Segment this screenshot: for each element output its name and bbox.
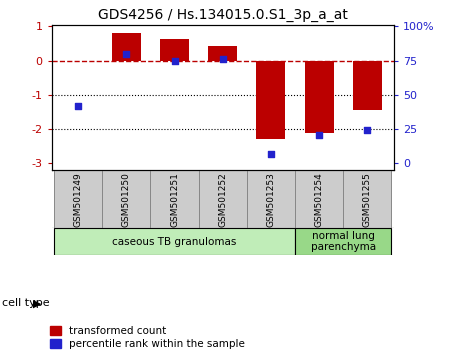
Bar <box>150 170 198 228</box>
Bar <box>305 61 333 133</box>
Text: ▶: ▶ <box>33 298 41 308</box>
Bar <box>160 40 189 61</box>
Point <box>171 58 178 64</box>
Bar <box>295 170 343 228</box>
Bar <box>247 170 295 228</box>
Text: caseous TB granulomas: caseous TB granulomas <box>112 237 237 247</box>
Bar <box>112 33 141 61</box>
Point <box>315 132 323 138</box>
Bar <box>256 61 285 139</box>
Text: GSM501250: GSM501250 <box>122 172 131 227</box>
Bar <box>198 170 247 228</box>
Bar <box>54 228 295 255</box>
Bar <box>353 61 382 110</box>
Point <box>219 56 226 62</box>
Point <box>75 103 82 109</box>
Bar <box>343 170 392 228</box>
Text: GSM501255: GSM501255 <box>363 172 372 227</box>
Text: normal lung
parenchyma: normal lung parenchyma <box>310 231 376 252</box>
Title: GDS4256 / Hs.134015.0.S1_3p_a_at: GDS4256 / Hs.134015.0.S1_3p_a_at <box>98 8 348 22</box>
Text: GSM501252: GSM501252 <box>218 172 227 227</box>
Text: GSM501253: GSM501253 <box>266 172 275 227</box>
Bar <box>208 46 237 61</box>
Text: GSM501249: GSM501249 <box>74 172 83 227</box>
Legend: transformed count, percentile rank within the sample: transformed count, percentile rank withi… <box>50 326 245 349</box>
Text: GSM501251: GSM501251 <box>170 172 179 227</box>
Bar <box>102 170 150 228</box>
Text: cell type: cell type <box>2 298 50 308</box>
Text: GSM501254: GSM501254 <box>315 172 324 227</box>
Point <box>267 151 274 157</box>
Bar <box>295 228 392 255</box>
Bar <box>54 170 102 228</box>
Point <box>123 51 130 57</box>
Point <box>364 127 371 133</box>
